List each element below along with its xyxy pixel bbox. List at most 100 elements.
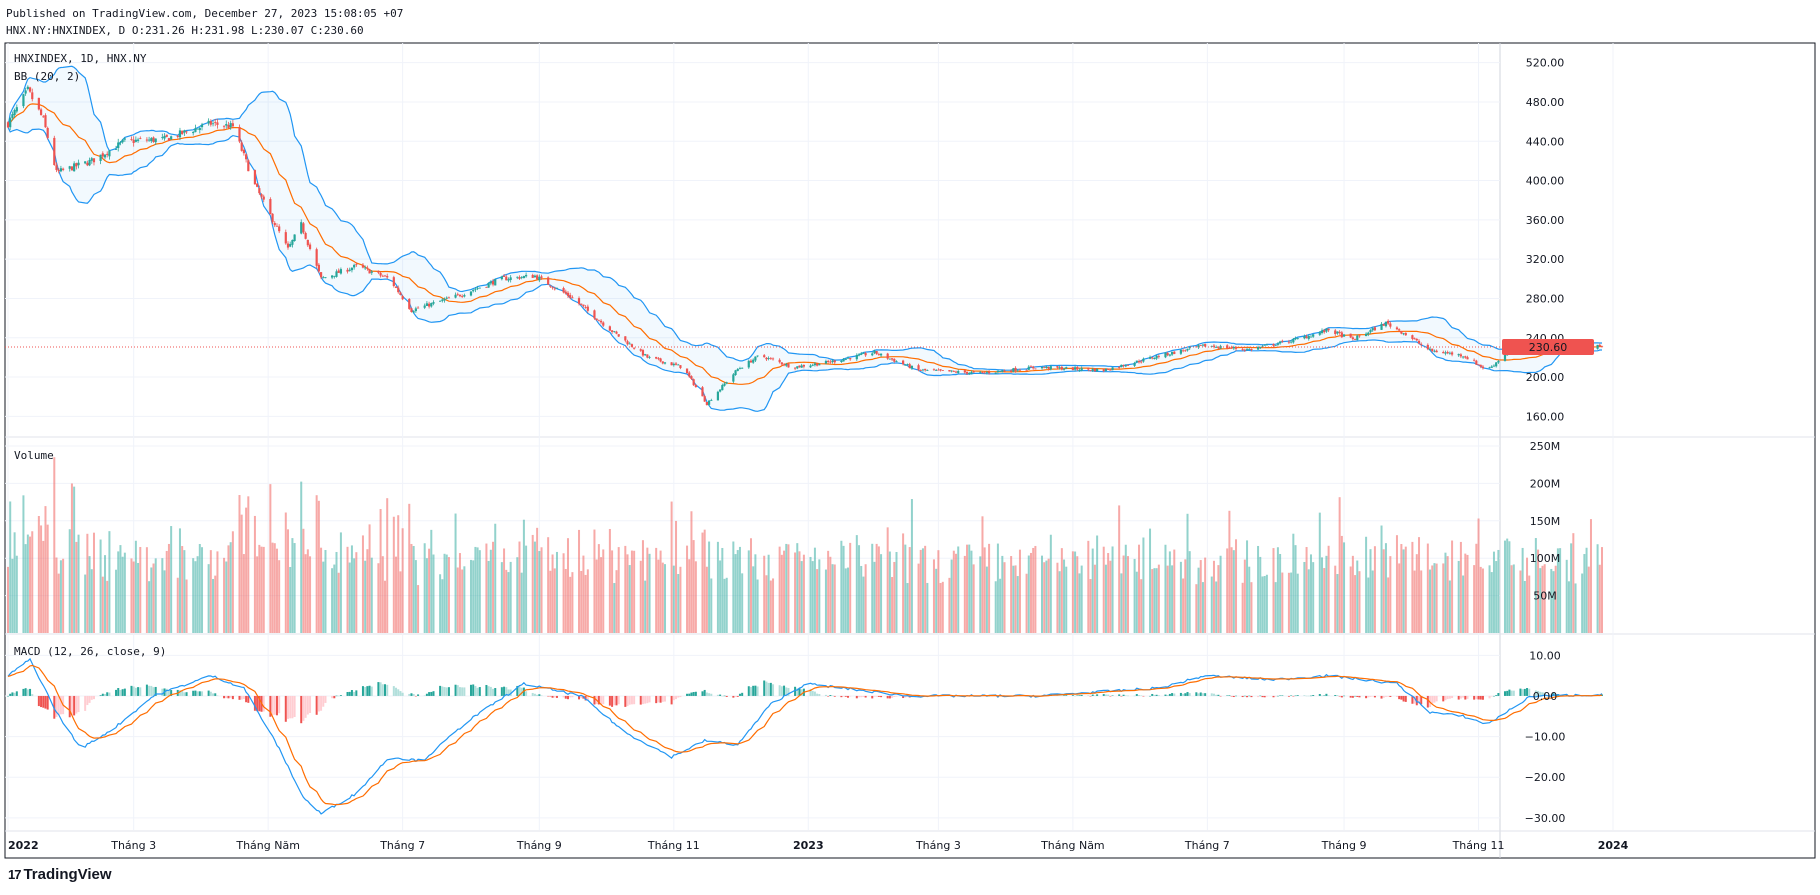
- candle-body: [1080, 368, 1083, 371]
- volume-bar: [1475, 543, 1478, 633]
- macd-hist-bar: [902, 695, 905, 699]
- candle-body: [787, 363, 790, 368]
- volume-bar: [1074, 551, 1077, 633]
- candle-body: [165, 134, 168, 137]
- candle-body: [674, 363, 678, 365]
- volume-bar: [827, 550, 830, 633]
- volume-bar: [1495, 561, 1498, 633]
- volume-bar: [1508, 541, 1511, 633]
- volume-bar: [463, 566, 466, 633]
- volume-bar: [988, 543, 991, 633]
- price-tick-label: 280.00: [1526, 292, 1565, 305]
- candle-body: [1182, 350, 1185, 352]
- volume-bar: [1340, 535, 1343, 633]
- volume-bar: [414, 560, 417, 633]
- macd-hist-bar: [1435, 695, 1438, 702]
- volume-bar: [62, 558, 65, 633]
- volume-bar: [271, 542, 274, 633]
- candle-body: [628, 343, 631, 345]
- macd-hist-bar: [1109, 695, 1112, 697]
- volume-bar: [1550, 568, 1553, 633]
- macd-hist-bar: [1204, 693, 1207, 696]
- volume-bar: [787, 544, 790, 633]
- volume-bar: [1133, 558, 1136, 633]
- volume-bar: [256, 556, 259, 633]
- candle-body: [752, 359, 755, 363]
- volume-bar: [492, 541, 495, 633]
- macd-hist-bar: [831, 695, 834, 696]
- candle-body: [840, 360, 843, 362]
- candle-body: [163, 135, 166, 139]
- macd-hist-bar: [1373, 695, 1376, 698]
- candle-body: [999, 371, 1002, 372]
- volume-tick-label: 200M: [1530, 477, 1561, 490]
- time-tick-label: Tháng 11: [647, 839, 700, 852]
- time-tick-label: Tháng 11: [1452, 839, 1505, 852]
- macd-hist-bar: [183, 692, 186, 696]
- volume-bar: [979, 556, 982, 633]
- volume-bar: [1395, 535, 1398, 633]
- volume-bar: [723, 578, 726, 633]
- macd-hist-bar: [1157, 695, 1160, 696]
- macd-hist-bar: [137, 687, 140, 696]
- volume-bar: [955, 553, 958, 633]
- macd-hist-bar: [888, 695, 891, 699]
- macd-hist-bar: [628, 695, 631, 705]
- macd-hist-bar: [1415, 695, 1418, 706]
- macd-hist-bar: [84, 695, 87, 711]
- volume-bar: [119, 545, 122, 633]
- candle-body: [368, 269, 371, 274]
- candle-body: [1495, 362, 1498, 367]
- macd-hist-bar: [741, 692, 744, 696]
- candle-body: [1371, 328, 1374, 331]
- tradingview-logo[interactable]: 17 TradingView: [8, 866, 112, 883]
- volume-bar: [185, 579, 188, 633]
- time-axis: 2022 Tháng 3 Tháng Năm Tháng 7 Tháng 9 Tháng …: [8, 839, 1629, 852]
- volume-bar: [269, 484, 272, 633]
- candle-body: [216, 122, 219, 125]
- candle-body: [630, 344, 634, 347]
- macd-hist-bar: [871, 695, 874, 699]
- volume-bar: [145, 547, 148, 633]
- volume-bar: [1404, 546, 1407, 633]
- macd-hist-bar: [611, 695, 614, 707]
- volume-tick-label: 150M: [1530, 515, 1561, 528]
- volume-bar: [1232, 550, 1235, 633]
- volume-bar: [952, 550, 955, 633]
- candle-body: [222, 126, 226, 128]
- candle-body: [1168, 354, 1171, 356]
- candle-body: [1109, 369, 1112, 371]
- volume-bar: [675, 520, 678, 633]
- volume-bar: [123, 552, 126, 633]
- candle-body: [522, 276, 526, 279]
- candle-body: [994, 372, 997, 374]
- macd-hist-bar: [170, 690, 173, 696]
- volume-bar: [752, 566, 755, 633]
- candle-body: [941, 370, 944, 371]
- volume-bar: [1481, 568, 1484, 633]
- candle-body: [1307, 335, 1310, 339]
- volume-bar: [1338, 497, 1341, 633]
- volume-bar: [1418, 537, 1421, 633]
- macd-hist-bar: [1228, 695, 1231, 696]
- candle-body: [1417, 340, 1421, 344]
- macd-hist-bar: [716, 694, 719, 696]
- macd-hist-bar: [130, 685, 133, 696]
- candle-body: [472, 290, 475, 292]
- candle-body: [831, 360, 834, 362]
- candle-body: [1096, 368, 1099, 372]
- macd-hist-bar: [1365, 695, 1368, 699]
- macd-hist-bar: [1102, 694, 1105, 696]
- candle-body: [932, 369, 936, 371]
- candle-body: [538, 276, 541, 281]
- macd-hist-bar: [399, 691, 402, 696]
- volume-bar: [1171, 565, 1174, 633]
- volume-bar: [1358, 571, 1361, 633]
- candle-body: [505, 276, 508, 281]
- volume-bar: [353, 558, 356, 633]
- volume-bar: [522, 519, 525, 633]
- macd-hist-bar: [633, 695, 636, 705]
- volume-bar: [1014, 565, 1017, 633]
- candle-body: [1490, 366, 1493, 368]
